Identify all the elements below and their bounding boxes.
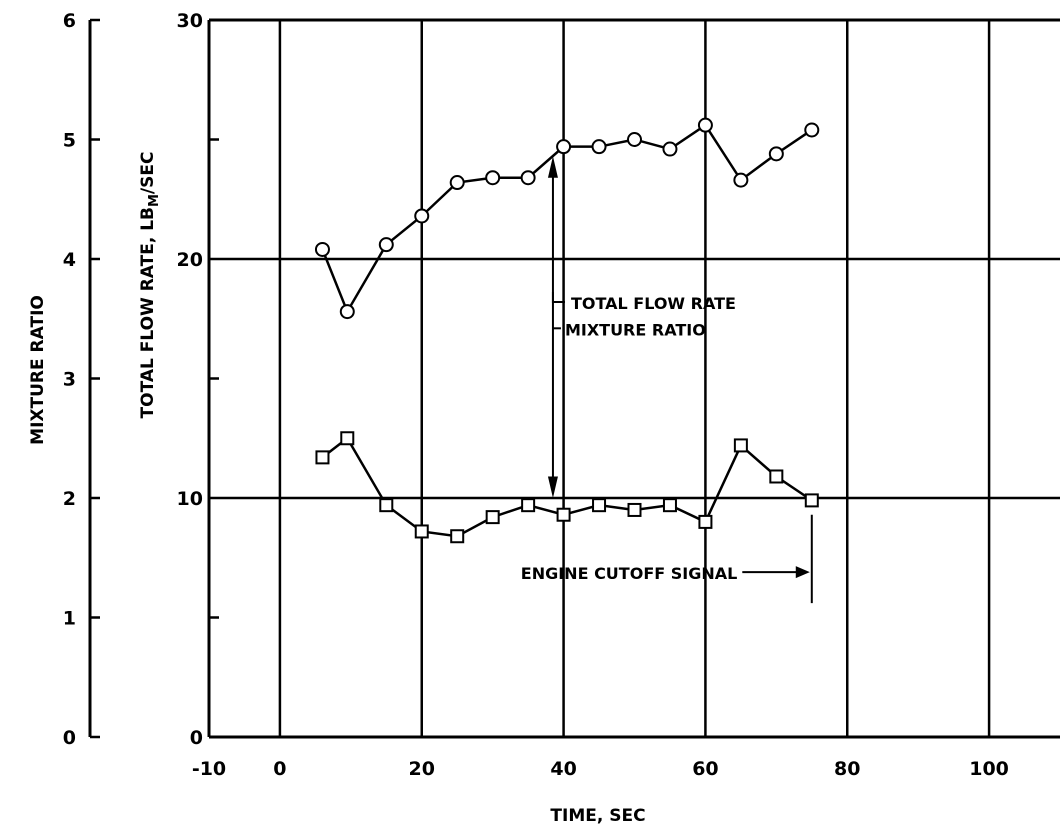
flow-rate-annotation: TOTAL FLOW RATE xyxy=(571,294,736,313)
down-arrowhead-icon xyxy=(547,476,558,498)
x-axis-title: TIME, SEC xyxy=(550,806,645,826)
y-axis-title-subscript: M xyxy=(147,194,162,207)
total-flow-rate-point xyxy=(804,122,820,138)
engine-cutoff-annotation: ENGINE CUTOFF SIGNAL xyxy=(521,564,738,583)
mixture-ratio-point xyxy=(698,514,713,529)
mixture-ratio-point xyxy=(521,498,536,513)
axes: -10 0 20 40 60 80 100 0 10 20 30 0 1 2 3 4 5 6 xyxy=(63,10,1060,780)
total-flow-rate-point xyxy=(314,241,330,257)
mixture-ratio-point xyxy=(450,529,465,544)
total-flow-rate-point xyxy=(485,170,501,186)
mixture-axis-title: MIXTURE RATIO xyxy=(28,295,48,445)
total-flow-rate-point xyxy=(339,304,355,320)
total-flow-rate-point xyxy=(768,146,784,162)
grid-lines xyxy=(209,20,1060,737)
total-flow-rate-point xyxy=(627,132,642,147)
x-tick-label: 0 xyxy=(273,758,286,780)
mixture-ratio-point xyxy=(804,493,819,508)
mixture-ratio-point xyxy=(592,498,607,513)
mixture-ratio-point xyxy=(379,498,394,513)
series-layer xyxy=(314,117,820,544)
x-tick-label: 80 xyxy=(834,758,860,780)
y-tick-label: 20 xyxy=(177,249,203,271)
x-tick-label: 40 xyxy=(550,758,576,780)
total-flow-rate-point xyxy=(414,208,430,224)
total-flow-rate-point xyxy=(662,141,678,157)
total-flow-rate-point xyxy=(697,117,713,133)
x-tick-label: -10 xyxy=(192,758,226,780)
y-tick-label: 0 xyxy=(190,727,203,749)
up-arrowhead-icon xyxy=(547,156,558,178)
mixture-tick-label: 2 xyxy=(63,488,76,510)
y-axis-title: TOTAL FLOW RATE, LBM/SEC xyxy=(138,152,162,419)
y-axis-title-main: TOTAL FLOW RATE, LB xyxy=(138,207,158,419)
mixture-tick-label: 6 xyxy=(63,10,76,32)
mixture-tick-label: 0 xyxy=(63,727,76,749)
right-arrowhead-icon xyxy=(795,566,810,579)
mixture-ratio-point xyxy=(556,507,571,522)
mixture-ratio-point xyxy=(627,502,642,517)
y-tick-label: 10 xyxy=(177,488,203,510)
mixture-ratio-point xyxy=(414,524,429,539)
total-flow-rate-point xyxy=(378,237,394,253)
mixture-tick-label: 5 xyxy=(63,130,76,152)
mixture-tick-label: 3 xyxy=(63,369,76,391)
mixture-tick-label: 4 xyxy=(63,249,76,271)
annotation-layer: TOTAL FLOW RATE MIXTURE RATIO ENGINE CUTOF… xyxy=(521,156,813,604)
total-flow-rate-point xyxy=(449,175,465,191)
mixture-ratio-point xyxy=(340,431,355,446)
x-tick-label: 100 xyxy=(969,758,1009,780)
mixture-tick-label: 1 xyxy=(63,608,76,630)
mixture-ratio-point xyxy=(315,450,330,465)
mixture-ratio-point xyxy=(769,469,784,484)
mixture-ratio-point xyxy=(733,438,748,453)
y-tick-label: 30 xyxy=(177,10,203,32)
x-tick-label: 60 xyxy=(692,758,718,780)
mixture-ratio-point xyxy=(485,510,500,525)
total-flow-rate-point xyxy=(520,170,536,186)
mixture-ratio-point xyxy=(662,498,677,513)
total-flow-rate-point xyxy=(591,139,607,155)
total-flow-rate-point xyxy=(733,172,749,188)
mixture-ratio-annotation: MIXTURE RATIO xyxy=(565,320,706,339)
x-tick-label: 20 xyxy=(409,758,435,780)
y-axis-title-tail: /SEC xyxy=(138,152,158,195)
flow-label-leader xyxy=(551,292,565,304)
total-flow-rate-point xyxy=(556,139,572,155)
